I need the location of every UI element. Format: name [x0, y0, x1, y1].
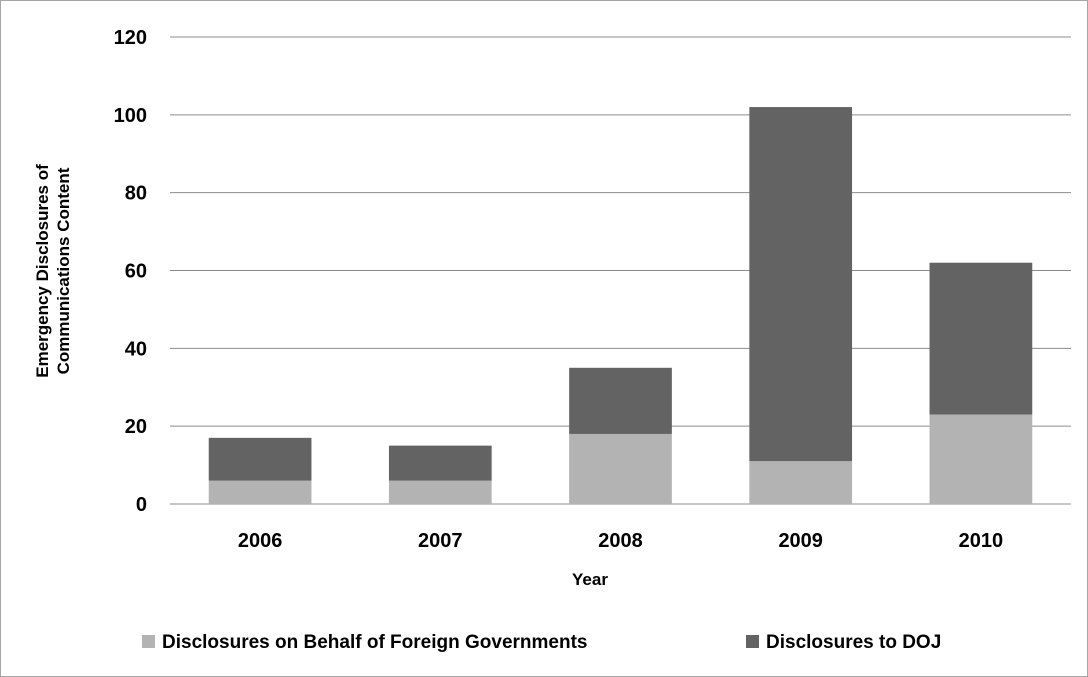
y-tick-label: 80: [125, 183, 147, 205]
bar-segment-2009-series-1: [749, 107, 853, 462]
y-tick-label: 40: [125, 338, 147, 360]
bar-segment-2010-series-1: [929, 262, 1033, 415]
y-axis-title-line-2: Communications Content: [54, 167, 73, 374]
gridlines: [170, 36, 1071, 505]
bar-segment-2007-series-1: [388, 445, 492, 481]
y-axis-title-line-1: Emergency Disclosures of: [33, 164, 52, 378]
y-tick-label: 20: [125, 416, 147, 438]
legend: Disclosures on Behalf of Foreign Governm…: [142, 632, 941, 653]
y-tick-labels: 0 20 40 60 80 100 120: [114, 27, 147, 516]
bar-segment-2008-series-1: [569, 367, 672, 434]
x-tick-label: 2008: [598, 530, 643, 552]
y-tick-label: 100: [114, 105, 147, 127]
x-tick-label: 2010: [959, 530, 1004, 552]
x-tick-label: 2007: [418, 530, 463, 552]
x-axis-title: Year: [572, 570, 608, 589]
legend-swatch-foreign-governments: [142, 635, 155, 648]
bar-segment-2007-series-0: [388, 480, 492, 504]
bar-segment-2009-series-0: [749, 461, 853, 504]
x-tick-label: 2006: [238, 530, 283, 552]
bar-segment-2006-series-1: [208, 437, 312, 481]
bar-segment-2006-series-0: [208, 480, 312, 504]
bar-segment-2010-series-0: [929, 414, 1033, 504]
legend-label-foreign-governments: Disclosures on Behalf of Foreign Governm…: [162, 632, 587, 653]
x-tick-label: 2009: [778, 530, 823, 552]
bars: [208, 107, 1033, 504]
legend-swatch-doj: [746, 635, 759, 648]
x-tick-labels: 2006 2007 2008 2009 2010: [238, 530, 1003, 552]
y-tick-label: 0: [136, 494, 147, 516]
y-axis-title: Emergency Disclosures of Communications …: [33, 164, 73, 378]
y-tick-label: 60: [125, 261, 147, 283]
y-tick-label: 120: [114, 27, 147, 49]
bar-segment-2008-series-0: [569, 433, 672, 504]
legend-label-doj: Disclosures to DOJ: [766, 632, 941, 653]
